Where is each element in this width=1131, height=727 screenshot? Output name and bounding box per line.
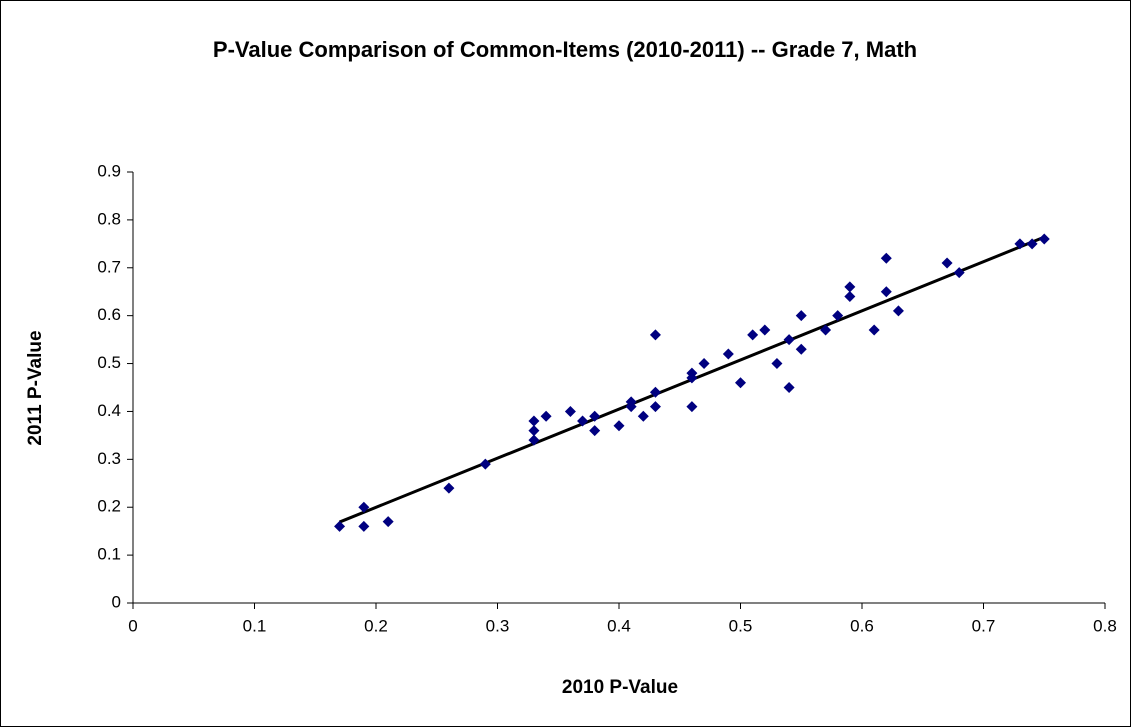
data-point — [625, 396, 637, 408]
y-tick-label: 0.4 — [97, 401, 121, 420]
data-point — [868, 324, 880, 336]
y-tick-label: 0.9 — [97, 161, 121, 180]
data-point — [358, 501, 370, 513]
y-tick-label: 0.7 — [97, 257, 121, 276]
data-point — [334, 520, 346, 532]
data-point — [892, 305, 904, 317]
data-point — [528, 425, 540, 437]
x-tick-label: 0.2 — [364, 616, 388, 635]
data-point — [844, 291, 856, 303]
data-point — [783, 334, 795, 346]
data-point — [880, 252, 892, 264]
data-point — [698, 358, 710, 370]
data-point — [479, 458, 491, 470]
x-tick-label: 0.5 — [729, 616, 753, 635]
data-point — [382, 516, 394, 528]
data-point — [941, 257, 953, 269]
y-axis-title: 2011 P-Value — [25, 330, 46, 445]
data-point — [844, 281, 856, 293]
data-point — [649, 401, 661, 413]
x-tick-label: 0.7 — [972, 616, 996, 635]
y-tick-label: 0.8 — [97, 209, 121, 228]
data-point — [528, 415, 540, 427]
data-point — [771, 358, 783, 370]
data-point — [783, 382, 795, 393]
y-tick-label: 0.3 — [97, 449, 121, 468]
data-point — [528, 434, 540, 446]
data-point — [564, 405, 576, 417]
x-tick-label: 0.4 — [607, 616, 631, 635]
data-point — [1014, 238, 1026, 250]
y-tick-label: 0.6 — [97, 305, 121, 324]
x-tick-label: 0.1 — [243, 616, 267, 635]
data-point — [649, 329, 661, 341]
data-point — [613, 420, 625, 432]
data-point — [1038, 233, 1050, 245]
data-point — [443, 482, 455, 494]
x-axis-title: 2010 P-Value — [562, 677, 678, 698]
data-point — [832, 310, 844, 322]
data-point — [1026, 238, 1038, 250]
data-point — [686, 372, 698, 384]
x-tick-label: 0.8 — [1093, 616, 1117, 635]
x-tick-label: 0.3 — [486, 616, 510, 635]
data-point — [637, 410, 649, 422]
data-point — [795, 343, 807, 355]
data-point — [747, 329, 759, 341]
x-tick-label: 0 — [128, 616, 137, 635]
data-point — [759, 324, 771, 336]
data-point — [589, 425, 601, 437]
data-point — [686, 401, 698, 413]
x-tick-label: 0.6 — [850, 616, 874, 635]
data-point — [735, 377, 746, 389]
y-tick-label: 0.2 — [97, 497, 121, 516]
y-tick-label: 0 — [112, 592, 121, 611]
data-point — [577, 415, 589, 427]
data-point — [820, 324, 832, 336]
y-tick-label: 0.5 — [97, 353, 121, 372]
data-point — [795, 310, 807, 322]
data-point — [722, 348, 734, 360]
data-point — [649, 386, 661, 398]
data-point — [540, 410, 552, 422]
data-point — [589, 410, 601, 422]
data-point — [358, 520, 370, 532]
y-tick-label: 0.1 — [97, 545, 121, 564]
data-point — [953, 267, 965, 279]
chart-title: P-Value Comparison of Common-Items (2010… — [212, 37, 918, 62]
data-point — [880, 286, 892, 298]
